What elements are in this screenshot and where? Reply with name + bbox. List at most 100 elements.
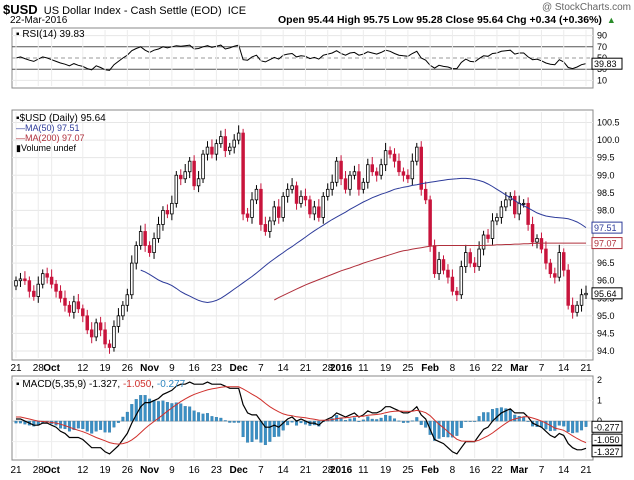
macd-histogram-bar: [299, 420, 303, 424]
exchange-label: ICE: [227, 5, 247, 17]
macd-histogram-bar: [250, 420, 254, 442]
hist-value: -0.277: [157, 379, 186, 390]
macd-histogram-bar: [575, 420, 579, 433]
candle-body: [579, 294, 584, 306]
macd-histogram-bar: [259, 420, 263, 443]
macd-label-prefix: MACD(5,35,9): [22, 379, 86, 390]
x-tick-label: Feb: [421, 363, 439, 374]
x-tick-label: 7: [539, 465, 545, 476]
price-tick-label: 100.5: [597, 118, 620, 128]
x-tick-label: 2016: [330, 363, 353, 374]
macd-histogram-bar: [223, 420, 227, 422]
macd-histogram-bar: [490, 409, 494, 422]
macd-histogram-bar: [81, 420, 85, 430]
candle-body: [570, 304, 575, 313]
candle-body: [397, 160, 401, 173]
signal-line: [16, 386, 587, 445]
x-tick-label: 9: [169, 363, 175, 374]
macd-histogram-bar: [522, 417, 526, 422]
macd-badge-2-text: -1.327: [594, 447, 620, 457]
legend-ma50: —MA(50) 97.51: [16, 123, 80, 133]
macd-badge-1: -1.050: [591, 433, 623, 446]
ma200-line: [274, 242, 586, 301]
macd-tick-label: 1: [597, 396, 602, 406]
x-tick-label: 2016: [330, 465, 353, 476]
candle-body: [490, 220, 495, 239]
legend-volume-text: Volume undef: [21, 143, 77, 153]
macd-sep-1: ,: [117, 379, 123, 390]
macd-badge-0-text: -0.277: [594, 422, 620, 432]
x-tick-label: 25: [402, 465, 414, 476]
macd-histogram-bar: [544, 420, 548, 430]
x-tick-label: 25: [402, 363, 414, 374]
macd-histogram-bar: [152, 400, 156, 422]
candle-body: [205, 146, 210, 155]
macd-histogram-bar: [508, 409, 512, 422]
candle-body: [263, 224, 268, 232]
candle-body: [81, 308, 85, 317]
x-tick-label: 26: [122, 465, 134, 476]
price-badge-2: 95.64: [591, 287, 623, 300]
candle-body: [268, 220, 272, 232]
candle-body: [23, 278, 27, 282]
macd-histogram-bar: [161, 400, 165, 422]
x-tick-label: 23: [211, 465, 223, 476]
macd-badge-1-text: -1.050: [594, 435, 620, 445]
candle-body: [290, 185, 294, 190]
ma200-legend-marker: —: [16, 133, 25, 143]
macd-histogram-bar: [205, 413, 209, 422]
macd-histogram-bar: [179, 403, 183, 422]
candle-body: [446, 269, 450, 278]
x-tick-label: 21: [580, 465, 592, 476]
candle-body: [14, 280, 18, 287]
candle-body: [357, 171, 361, 190]
macd-histogram-bar: [263, 420, 267, 446]
candle-body: [321, 195, 326, 218]
x-tick-label: Feb: [421, 465, 439, 476]
macd-histogram-bar: [517, 416, 521, 422]
candle-body: [383, 150, 388, 166]
macd-histogram-bar: [553, 420, 557, 431]
candle-body: [553, 273, 557, 278]
symbol-title: $USD: [3, 2, 38, 17]
ma50-legend-marker: —: [16, 123, 25, 133]
macd-histogram-bar: [192, 410, 196, 422]
macd-histogram-bar: [183, 406, 187, 422]
macd-histogram-bar: [72, 420, 76, 430]
x-tick-label: 16: [189, 465, 201, 476]
x-tick-label: Mar: [510, 363, 528, 374]
macd-histogram-bar: [246, 420, 250, 443]
x-tick-label: 16: [469, 465, 481, 476]
candle-body: [196, 178, 201, 187]
macd-histogram-bar: [477, 416, 481, 422]
rsi-panel: 907050301039.83: [12, 31, 623, 85]
x-tick-label: Nov: [140, 465, 159, 476]
macd-sep-2: ,: [151, 379, 157, 390]
legend-price: ▪$USD (Daily) 95.64: [16, 113, 106, 124]
x-tick-label: 22: [491, 363, 503, 374]
price-tick-label: 98.5: [597, 188, 615, 198]
price-badge-1: 97.07: [591, 237, 623, 250]
candle-body: [89, 329, 94, 338]
candle-body: [499, 206, 504, 218]
macd-histogram-bar: [401, 420, 405, 423]
candle-body: [441, 259, 446, 271]
macd-histogram-bar: [495, 408, 499, 422]
x-tick-label: 21: [300, 465, 312, 476]
macd-histogram-bar: [526, 420, 530, 422]
signal-value: -1.050: [123, 379, 152, 390]
candle-body: [481, 234, 486, 250]
candle-body: [219, 136, 223, 145]
x-tick-label: 21: [10, 363, 22, 374]
candle-body: [76, 301, 81, 310]
macd-histogram-bar: [210, 416, 214, 422]
macd-histogram-bar: [415, 417, 419, 422]
candle-body: [134, 245, 138, 264]
candle-body: [495, 217, 499, 222]
price-tick-label: 96.5: [597, 258, 615, 268]
macd-histogram-bar: [433, 420, 437, 441]
candle-body: [72, 301, 76, 313]
candle-body: [241, 132, 245, 215]
candle-body: [138, 231, 143, 246]
candle-body: [174, 174, 179, 204]
